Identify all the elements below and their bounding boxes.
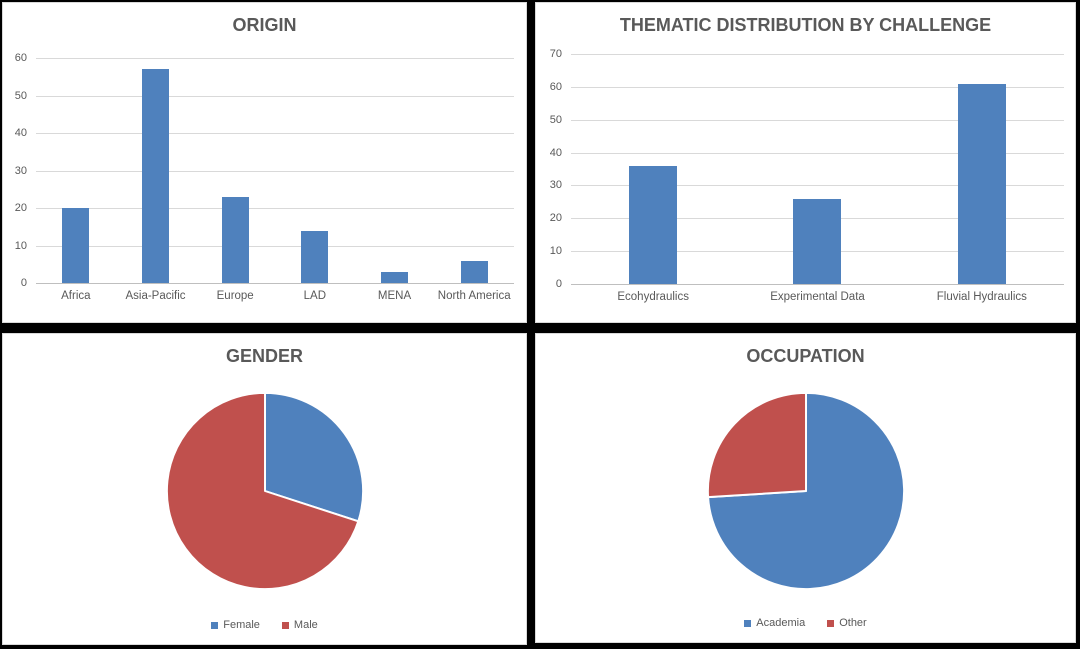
bar-ecohydraulics [629, 165, 678, 284]
bar-slot [900, 54, 1064, 284]
bar-slot [355, 58, 435, 283]
legend-swatch [744, 619, 752, 627]
gridline [36, 208, 514, 209]
bar-slot [36, 58, 116, 283]
gender-pie [165, 391, 364, 591]
y-tick-label: 30 [549, 179, 562, 192]
legend-label: Female [223, 619, 260, 631]
legend-label: Male [293, 619, 318, 631]
y-tick-label: 40 [14, 127, 27, 139]
occupation-chart-title: OCCUPATION [746, 346, 865, 366]
gridline [571, 152, 1064, 154]
gridline [36, 133, 514, 134]
thematic-chart-title: THEMATIC DISTRIBUTION BY CHALLENGE [619, 15, 992, 35]
y-tick-label: 0 [555, 278, 562, 290]
bar-slot [195, 58, 275, 283]
origin-grid: 0 10 20 30 40 50 60 [15, 52, 514, 289]
y-tick-label: 0 [20, 277, 27, 289]
x-category-label: Africa [61, 290, 91, 302]
pie-slice-female [263, 391, 364, 523]
legend-swatch [827, 619, 835, 627]
y-tick-label: 60 [549, 80, 562, 93]
gridline [571, 119, 1064, 121]
origin-x-axis-labels: Africa Asia-Pacific Europe LAD MENA North Ame… [36, 290, 514, 302]
legend-swatch [211, 621, 219, 629]
gender-legend: Female Male [211, 619, 318, 631]
bar-slot [571, 54, 735, 284]
legend-label: Academia [756, 617, 806, 629]
bar-slot [434, 58, 514, 283]
pie-slice-male [165, 391, 359, 591]
gridline [36, 170, 514, 172]
gridline [571, 54, 1064, 55]
occupation-pie [706, 391, 905, 591]
bar-slot [735, 54, 899, 284]
bar-fluvial-hydraulics [957, 83, 1006, 284]
origin-bars [36, 58, 514, 283]
gridline [36, 245, 514, 247]
x-category-label: North America [437, 290, 511, 302]
origin-chart-title: ORIGIN [232, 15, 297, 35]
bar-lad [301, 230, 329, 283]
thematic-bars [571, 54, 1064, 284]
gender-chart-title: GENDER [225, 346, 303, 366]
gridline [36, 58, 514, 59]
gender-chart-panel: GENDER Female Male [2, 333, 527, 645]
bar-north-america [460, 260, 488, 283]
x-category-label: Fluvial Hydraulics [936, 291, 1027, 303]
legend-item-female: Female [211, 619, 260, 631]
thematic-x-axis-labels: Ecohydraulics Experimental Data Fluvial Hy… [571, 291, 1064, 303]
y-tick-label: 30 [14, 164, 27, 177]
bar-africa [62, 208, 90, 283]
origin-plot-area: 0 10 20 30 40 50 60 Africa Asia-Pacific Europe LAD… [15, 52, 514, 302]
y-tick-label: 70 [549, 48, 562, 60]
y-tick-label: 50 [14, 89, 27, 102]
thematic-plot-area: 0 10 20 30 40 50 60 70 Ecohydraulics Experimental… [550, 48, 1064, 303]
y-tick-label: 50 [549, 113, 562, 126]
origin-chart-panel: ORIGIN 0 10 20 30 40 50 60 Africa Asia-Pacific Eu… [2, 2, 527, 323]
pie-slice-other [706, 391, 807, 499]
thematic-grid: 0 10 20 30 40 50 60 70 [550, 48, 1064, 290]
occupation-chart-panel: OCCUPATION Academia Other [535, 333, 1076, 643]
bar-asia-pacific [142, 69, 169, 283]
y-tick-label: 20 [549, 212, 562, 225]
y-tick-label: 60 [14, 52, 27, 64]
x-category-label: LAD [303, 290, 327, 302]
x-category-label: Europe [216, 290, 254, 302]
bar-mena [381, 271, 409, 283]
legend-item-male: Male [281, 619, 318, 631]
x-category-label: Asia-Pacific [125, 290, 186, 302]
bar-slot [116, 58, 196, 283]
legend-swatch [281, 621, 289, 629]
bar-slot [275, 58, 355, 283]
thematic-chart-panel: THEMATIC DISTRIBUTION BY CHALLENGE 0 10 20… [535, 2, 1076, 323]
legend-item-other: Other [827, 617, 867, 629]
y-tick-label: 10 [549, 245, 562, 258]
gender-pie-area: Female Male [3, 370, 526, 644]
occupation-legend: Academia Other [744, 617, 867, 629]
x-category-label: MENA [377, 290, 412, 302]
gridline [571, 185, 1064, 187]
occupation-pie-area: Academia Other [536, 370, 1075, 642]
legend-label: Other [839, 617, 867, 629]
y-tick-label: 40 [549, 146, 562, 159]
x-category-label: Experimental Data [770, 291, 865, 303]
gridline [571, 86, 1064, 88]
legend-item-academia: Academia [744, 617, 805, 629]
x-category-label: Ecohydraulics [617, 291, 689, 303]
y-tick-label: 10 [14, 239, 27, 252]
bar-experimental-data [793, 198, 842, 284]
y-tick-label: 20 [14, 202, 27, 214]
gridline [36, 95, 514, 97]
bar-europe [221, 196, 249, 283]
